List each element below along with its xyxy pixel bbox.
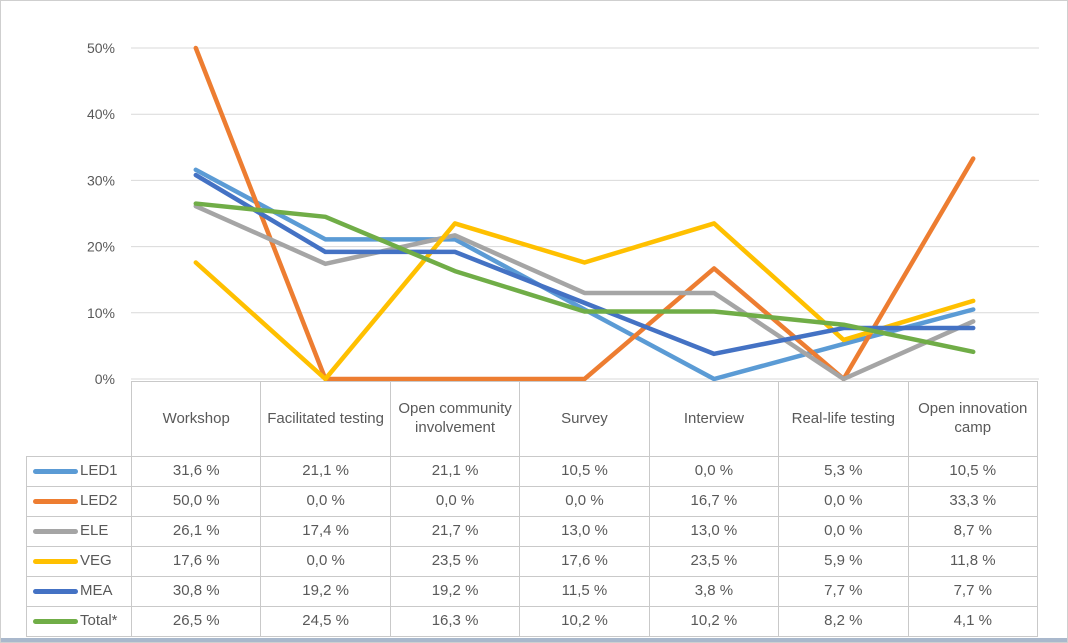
y-axis-tick-label: 30% xyxy=(87,172,115,188)
legend-line-swatch xyxy=(33,469,78,474)
y-axis-tick-label: 10% xyxy=(87,305,115,321)
value-cell: 5,9 % xyxy=(778,546,909,577)
table-row: LED1 31,6 % 21,1 % 21,1 % 10,5 % 0,0 % 5,3 % 10… xyxy=(26,456,1039,487)
value-cell: 10,5 % xyxy=(519,456,650,487)
value-cell: 26,5 % xyxy=(130,606,262,637)
value-cell: 17,6 % xyxy=(519,546,650,577)
value-cell: 31,6 % xyxy=(130,456,262,487)
category-header: Facilitated testing xyxy=(260,381,391,457)
value-cell: 4,1 % xyxy=(907,606,1039,637)
table-row: LED2 50,0 % 0,0 % 0,0 % 0,0 % 16,7 % 0,0 % 33,3… xyxy=(26,486,1039,517)
value-cell: 0,0 % xyxy=(778,516,909,547)
value-cell: 33,3 % xyxy=(907,486,1039,517)
category-header: Survey xyxy=(519,381,650,457)
series-legend-cell: ELE xyxy=(26,516,132,547)
legend-line-swatch xyxy=(33,529,78,534)
value-cell: 21,1 % xyxy=(260,456,391,487)
series-legend-cell: Total* xyxy=(26,606,132,637)
value-cell: 0,0 % xyxy=(519,486,650,517)
value-cell: 16,3 % xyxy=(389,606,521,637)
value-cell: 26,1 % xyxy=(130,516,262,547)
series-line-veg xyxy=(193,221,976,382)
value-cell: 23,5 % xyxy=(648,546,780,577)
table-row: MEA 30,8 % 19,2 % 19,2 % 11,5 % 3,8 % 7,7 % 7,7… xyxy=(26,576,1039,607)
value-cell: 17,4 % xyxy=(260,516,391,547)
value-cell: 21,7 % xyxy=(389,516,521,547)
value-cell: 16,7 % xyxy=(648,486,780,517)
table-row: Total* 26,5 % 24,5 % 16,3 % 10,2 % 10,2 % 8,2 … xyxy=(26,606,1039,637)
series-line-mea xyxy=(193,172,976,357)
value-cell: 10,2 % xyxy=(648,606,780,637)
data-table: Workshop Facilitated testing Open communit… xyxy=(26,381,1039,637)
value-cell: 24,5 % xyxy=(260,606,391,637)
value-cell: 21,1 % xyxy=(389,456,521,487)
value-cell: 30,8 % xyxy=(130,576,262,607)
category-header: Workshop xyxy=(130,381,262,457)
value-cell: 0,0 % xyxy=(260,486,391,517)
value-cell: 11,5 % xyxy=(519,576,650,607)
y-axis-tick-label: 0% xyxy=(95,371,115,387)
series-name-label: VEG xyxy=(80,552,112,570)
series-name-label: MEA xyxy=(80,582,113,600)
value-cell: 23,5 % xyxy=(389,546,521,577)
line-chart-plot-area: 50% 40% 30% 20% 10% 0% xyxy=(87,40,1039,387)
value-cell: 3,8 % xyxy=(648,576,780,607)
legend-line-swatch xyxy=(33,499,78,504)
table-corner-cell xyxy=(27,382,132,457)
value-cell: 8,2 % xyxy=(778,606,909,637)
series-name-label: LED2 xyxy=(80,492,118,510)
series-line-total xyxy=(193,201,976,355)
category-header: Open community involvement xyxy=(389,381,521,457)
table-header-row: Workshop Facilitated testing Open communit… xyxy=(27,381,1039,457)
value-cell: 5,3 % xyxy=(778,456,909,487)
category-header: Open innovation camp xyxy=(907,381,1039,457)
legend-line-swatch xyxy=(33,589,78,594)
value-cell: 19,2 % xyxy=(260,576,391,607)
value-cell: 13,0 % xyxy=(648,516,780,547)
value-cell: 7,7 % xyxy=(907,576,1039,607)
value-cell: 0,0 % xyxy=(648,456,780,487)
y-axis-tick-label: 20% xyxy=(87,239,115,255)
y-axis-tick-label: 50% xyxy=(87,40,115,56)
series-name-label: Total* xyxy=(80,612,118,630)
value-cell: 11,8 % xyxy=(907,546,1039,577)
y-axis-tick-label: 40% xyxy=(87,106,115,122)
value-cell: 10,2 % xyxy=(519,606,650,637)
bottom-edge-line xyxy=(1,638,1067,642)
series-legend-cell: LED2 xyxy=(26,486,132,517)
value-cell: 17,6 % xyxy=(130,546,262,577)
legend-line-swatch xyxy=(33,619,78,624)
value-cell: 19,2 % xyxy=(389,576,521,607)
value-cell: 8,7 % xyxy=(907,516,1039,547)
value-cell: 0,0 % xyxy=(260,546,391,577)
value-cell: 7,7 % xyxy=(778,576,909,607)
value-cell: 50,0 % xyxy=(130,486,262,517)
table-row: ELE 26,1 % 17,4 % 21,7 % 13,0 % 13,0 % 0,0 % 8,… xyxy=(26,516,1039,547)
value-cell: 0,0 % xyxy=(778,486,909,517)
series-name-label: LED1 xyxy=(80,462,118,480)
series-line-ele xyxy=(193,203,976,382)
value-cell: 13,0 % xyxy=(519,516,650,547)
series-legend-cell: LED1 xyxy=(26,456,132,487)
value-cell: 0,0 % xyxy=(389,486,521,517)
category-header: Interview xyxy=(648,381,780,457)
table-row: VEG 17,6 % 0,0 % 23,5 % 17,6 % 23,5 % 5,9 % 11,… xyxy=(26,546,1039,577)
legend-line-swatch xyxy=(33,559,78,564)
series-legend-cell: VEG xyxy=(26,546,132,577)
series-legend-cell: MEA xyxy=(26,576,132,607)
category-header: Real-life testing xyxy=(778,381,909,457)
series-name-label: ELE xyxy=(80,522,109,540)
value-cell: 10,5 % xyxy=(907,456,1039,487)
